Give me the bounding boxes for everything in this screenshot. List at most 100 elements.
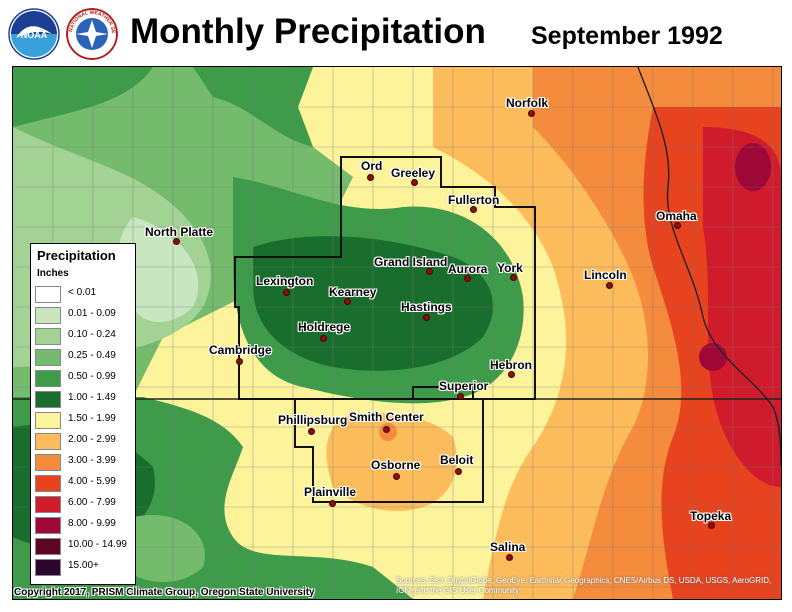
legend-swatch	[35, 349, 61, 366]
legend-item: 0.50 - 0.99	[35, 370, 133, 387]
city-dot-grand-island	[426, 268, 433, 275]
legend-swatch	[35, 475, 61, 492]
legend-item: < 0.01	[35, 286, 133, 303]
legend-label: 0.01 - 0.09	[68, 308, 116, 319]
legend-item: 0.10 - 0.24	[35, 328, 133, 345]
noaa-text: NOAA	[21, 30, 48, 40]
city-dot-plainville	[329, 500, 336, 507]
legend-label: 0.25 - 0.49	[68, 350, 116, 361]
legend-swatch	[35, 370, 61, 387]
legend-item: 3.00 - 3.99	[35, 454, 133, 471]
city-label-ord: Ord	[361, 159, 383, 173]
city-dot-north-platte	[173, 238, 180, 245]
legend-item: 4.00 - 5.99	[35, 475, 133, 492]
city-label-york: York	[497, 261, 523, 275]
legend-units: Inches	[37, 268, 69, 279]
city-label-smith-center: Smith Center	[349, 410, 424, 424]
legend-swatch	[35, 307, 61, 324]
city-dot-greeley	[411, 179, 418, 186]
legend-label: 8.00 - 9.99	[68, 518, 116, 529]
legend-item: 2.00 - 2.99	[35, 433, 133, 450]
legend-swatch	[35, 454, 61, 471]
legend-label: 15.00+	[68, 560, 99, 571]
legend-label: < 0.01	[68, 287, 97, 298]
city-label-cambridge: Cambridge	[209, 343, 272, 357]
legend-label: 10.00 - 14.99	[68, 539, 127, 550]
city-label-osborne: Osborne	[371, 458, 421, 472]
copyright-text: Copyright 2017, PRISM Climate Group, Ore…	[14, 587, 315, 598]
city-dot-norfolk	[528, 110, 535, 117]
city-dot-omaha	[674, 222, 681, 229]
city-label-fullerton: Fullerton	[448, 193, 500, 207]
city-dot-topeka	[708, 522, 715, 529]
city-label-phillipsburg: Phillipsburg	[278, 413, 348, 427]
legend-label: 0.10 - 0.24	[68, 329, 116, 340]
city-dot-phillipsburg	[308, 428, 315, 435]
city-dot-aurora	[464, 275, 471, 282]
city-label-grand-island: Grand Island	[374, 255, 448, 269]
city-dot-kearney	[344, 298, 351, 305]
highlighted-region-south	[294, 398, 484, 503]
legend-item: 1.50 - 1.99	[35, 412, 133, 429]
city-dot-hastings	[423, 314, 430, 321]
city-label-hastings: Hastings	[401, 300, 452, 314]
legend-item: 0.25 - 0.49	[35, 349, 133, 366]
legend-label: 3.00 - 3.99	[68, 455, 116, 466]
precip-zone-sw-light	[123, 515, 205, 582]
city-dot-lexington	[283, 289, 290, 296]
city-dot-hebron	[508, 371, 515, 378]
city-label-salina: Salina	[490, 540, 526, 554]
city-label-norfolk: Norfolk	[506, 96, 548, 110]
page-subtitle: September 1992	[531, 22, 723, 50]
legend-item: 1.00 - 1.49	[35, 391, 133, 408]
legend-swatch	[35, 559, 61, 576]
city-dot-holdrege	[320, 335, 327, 342]
legend-label: 6.00 - 7.99	[68, 497, 116, 508]
legend-item: 0.01 - 0.09	[35, 307, 133, 324]
city-dot-cambridge	[236, 358, 243, 365]
city-label-holdrege: Holdrege	[298, 320, 351, 334]
legend-swatch	[35, 412, 61, 429]
legend-swatch	[35, 286, 61, 303]
nws-logo-icon: NATIONAL WEATHER SERVICE	[66, 8, 118, 60]
legend-swatch	[35, 433, 61, 450]
map-sources-text: Sources: Esri, DigitalGlobe, GeoEye, Ear…	[396, 576, 772, 595]
legend-item: 10.00 - 14.99	[35, 538, 133, 555]
city-label-omaha: Omaha	[656, 209, 697, 223]
precipitation-map[interactable]	[12, 66, 782, 600]
legend-item: 8.00 - 9.99	[35, 517, 133, 534]
precip-zone-smith-orange	[326, 413, 457, 511]
city-label-plainville: Plainville	[304, 485, 357, 499]
city-dot-salina	[506, 554, 513, 561]
city-dot-beloit	[455, 468, 462, 475]
city-dot-osborne	[393, 473, 400, 480]
city-label-kearney: Kearney	[329, 285, 377, 299]
legend-swatch	[35, 328, 61, 345]
legend-swatch	[35, 496, 61, 513]
city-label-beloit: Beloit	[440, 453, 474, 467]
city-label-aurora: Aurora	[448, 262, 488, 276]
city-dot-york	[510, 274, 517, 281]
legend-label: 0.50 - 0.99	[68, 371, 116, 382]
highlighted-region-north	[234, 156, 536, 400]
precip-zone-omaha-peak	[735, 143, 771, 191]
page-title: Monthly Precipitation	[130, 12, 486, 51]
legend-item: 15.00+	[35, 559, 133, 576]
noaa-logo-icon: NOAA	[8, 8, 60, 60]
city-dot-lincoln	[606, 282, 613, 289]
legend-label: 2.00 - 2.99	[68, 434, 116, 445]
legend-title: Precipitation	[37, 248, 116, 263]
city-dot-ord	[367, 174, 374, 181]
missouri-river	[637, 67, 781, 468]
city-dot-superior	[457, 393, 464, 400]
city-label-north-platte: North Platte	[145, 225, 214, 239]
legend-swatch	[35, 517, 61, 534]
city-label-superior: Superior	[439, 379, 489, 393]
legend-label: 1.00 - 1.49	[68, 392, 116, 403]
city-label-hebron: Hebron	[490, 358, 532, 372]
legend-swatch	[35, 391, 61, 408]
legend-label: 1.50 - 1.99	[68, 413, 116, 424]
city-dot-fullerton	[470, 206, 477, 213]
legend-label: 4.00 - 5.99	[68, 476, 116, 487]
legend-swatch	[35, 538, 61, 555]
